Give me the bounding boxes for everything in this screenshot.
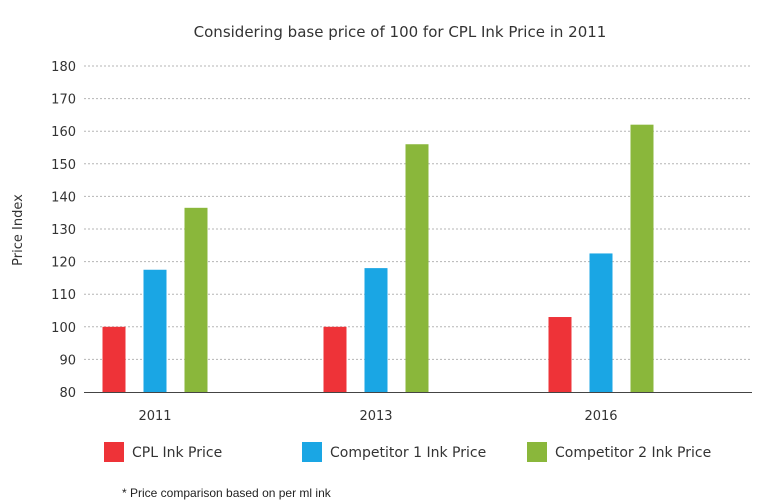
bar [143, 269, 167, 392]
chart-title: Considering base price of 100 for CPL In… [194, 23, 607, 41]
bar [102, 326, 126, 392]
y-tick-label: 150 [51, 158, 76, 173]
legend-label: Competitor 2 Ink Price [555, 445, 711, 461]
bars [102, 124, 654, 393]
y-tick-label: 170 [51, 93, 76, 108]
legend-swatch [104, 442, 124, 462]
bar [323, 326, 347, 392]
bar [405, 144, 429, 392]
bar [548, 317, 572, 392]
y-tick-label: 180 [51, 60, 76, 75]
y-tick-label: 110 [51, 288, 76, 303]
y-axis-ticks: 80 90 100 110 120 130 140 150 160 170 180 [51, 60, 76, 401]
bar [589, 253, 613, 392]
x-tick-label: 2011 [138, 409, 171, 424]
legend: CPL Ink Price Competitor 1 Ink Price Compe… [104, 442, 711, 462]
legend-swatch [527, 442, 547, 462]
bar [630, 124, 654, 393]
y-axis-label: Price Index [11, 194, 26, 266]
y-tick-label: 100 [51, 321, 76, 336]
y-tick-label: 160 [51, 125, 76, 140]
y-tick-label: 80 [59, 386, 76, 401]
legend-label: Competitor 1 Ink Price [330, 445, 486, 461]
x-tick-label: 2013 [359, 409, 392, 424]
x-tick-label: 2016 [584, 409, 617, 424]
bar [364, 268, 388, 392]
footnote: * Price comparison based on per ml ink [122, 486, 331, 500]
y-tick-label: 120 [51, 256, 76, 271]
x-axis-ticks: 2011 2013 2016 [138, 409, 617, 424]
bar [184, 207, 208, 392]
legend-swatch [302, 442, 322, 462]
legend-label: CPL Ink Price [132, 445, 222, 461]
y-tick-label: 130 [51, 223, 76, 238]
y-tick-label: 90 [59, 353, 76, 368]
y-tick-label: 140 [51, 190, 76, 205]
